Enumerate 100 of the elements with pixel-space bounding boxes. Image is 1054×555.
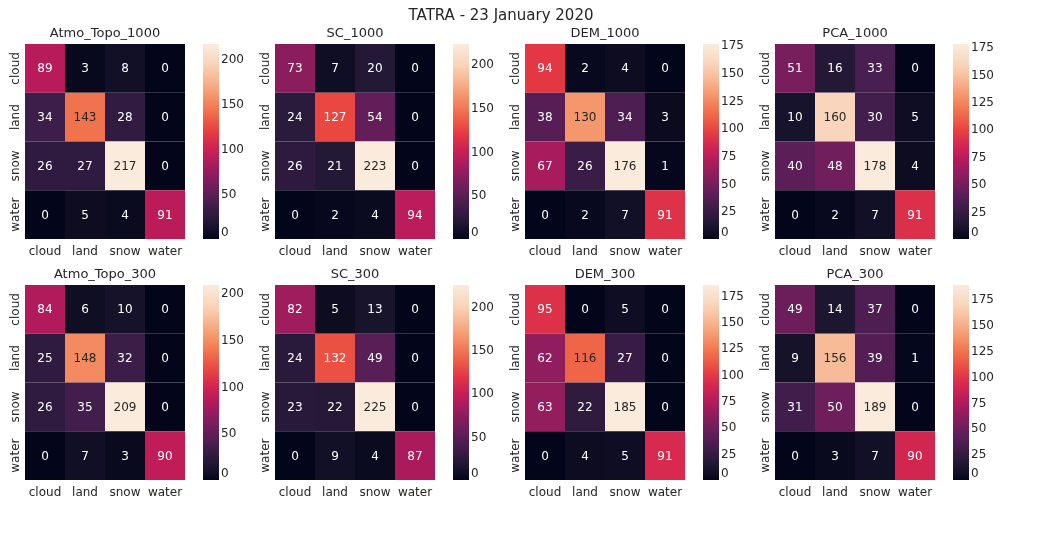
color-bar-label: 0 (971, 466, 979, 480)
data-label: 3 (661, 110, 669, 125)
data-label: 185 (613, 399, 637, 414)
y-tick-label: cloud (257, 293, 272, 326)
chart-title: PCA_300 (826, 266, 884, 281)
y-tick-label: cloud (507, 293, 522, 326)
x-tick-label: cloud (278, 243, 312, 258)
chart-title: SC_1000 (326, 25, 384, 40)
data-label: 32 (117, 351, 133, 366)
color-bar-label: 100 (221, 379, 244, 394)
y-tick-label: land (507, 345, 522, 372)
y-tick-label: snow (7, 391, 22, 423)
data-label: 28 (117, 110, 133, 125)
y-tick-label: land (757, 345, 772, 372)
data-label: 24 (287, 351, 303, 366)
data-label: 73 (287, 61, 303, 76)
data-label: 5 (621, 302, 629, 317)
y-tick-label: land (7, 104, 22, 131)
data-label: 34 (617, 110, 633, 125)
color-bar-label: 175 (971, 40, 994, 55)
data-label: 0 (411, 158, 419, 173)
data-label: 26 (287, 158, 303, 173)
x-tick-label: cloud (778, 484, 812, 499)
color-bar-label: 75 (971, 395, 987, 410)
data-label: 48 (827, 158, 843, 173)
y-tick-label: land (7, 345, 22, 372)
data-label: 23 (287, 399, 303, 414)
data-label: 16 (827, 61, 843, 76)
data-label: 51 (787, 61, 803, 76)
data-label: 38 (537, 110, 553, 125)
y-tick-label: snow (257, 391, 272, 423)
data-label: 0 (161, 302, 169, 317)
color-bar-label: 25 (971, 204, 987, 219)
color-bar-label: 200 (471, 57, 494, 72)
data-label: 178 (863, 158, 887, 173)
data-label: 21 (327, 158, 343, 173)
data-label: 67 (537, 158, 553, 173)
data-label: 4 (911, 158, 919, 173)
data-label: 0 (161, 351, 169, 366)
color-bar-label: 100 (721, 367, 744, 382)
x-tick-label: snow (859, 484, 891, 499)
color-bar-label: 175 (721, 38, 744, 53)
data-label: 26 (37, 158, 53, 173)
y-tick-label: land (507, 104, 522, 131)
data-label: 4 (621, 61, 629, 76)
x-tick-label: snow (359, 243, 391, 258)
color-bar-label: 50 (471, 188, 487, 203)
data-label: 0 (791, 207, 799, 222)
data-label: 3 (831, 448, 839, 463)
x-tick-label: land (572, 484, 598, 499)
color-bar-label: 50 (721, 420, 737, 435)
data-label: 0 (911, 302, 919, 317)
y-tick-label: cloud (7, 293, 22, 326)
data-label: 7 (331, 61, 339, 76)
color-bar-label: 125 (721, 341, 744, 356)
y-tick-label: water (507, 197, 522, 232)
chart-title: DEM_300 (574, 266, 636, 281)
color-bar-label: 100 (721, 121, 744, 136)
chart-title: Atmo_Topo_300 (53, 266, 157, 281)
x-tick-label: land (572, 243, 598, 258)
data-label: 33 (867, 61, 883, 76)
data-label: 5 (621, 448, 629, 463)
x-tick-label: land (822, 243, 848, 258)
color-bar-label: 100 (971, 122, 994, 137)
data-label: 130 (573, 110, 597, 125)
data-label: 94 (407, 207, 423, 222)
x-tick-label: snow (859, 243, 891, 258)
color-bar-label: 100 (471, 386, 494, 401)
data-label: 62 (537, 351, 553, 366)
color-bar-label: 125 (971, 95, 994, 110)
data-label: 5 (81, 207, 89, 222)
data-label: 0 (661, 351, 669, 366)
data-label: 0 (161, 399, 169, 414)
color-bar-label: 200 (471, 299, 494, 314)
data-label: 24 (287, 110, 303, 125)
y-tick-label: cloud (257, 52, 272, 85)
data-label: 10 (787, 110, 803, 125)
data-label: 1 (911, 351, 919, 366)
data-label: 0 (581, 302, 589, 317)
color-bar-label: 150 (221, 97, 244, 112)
color-bar-label: 0 (471, 466, 479, 480)
color-bar-label: 150 (971, 318, 994, 333)
color-bar-label: 175 (971, 292, 994, 307)
color-bar-label: 0 (221, 466, 229, 480)
data-label: 223 (363, 158, 387, 173)
y-tick-label: water (257, 438, 272, 473)
y-tick-label: land (257, 104, 272, 131)
data-label: 37 (867, 302, 883, 317)
data-label: 25 (37, 351, 53, 366)
data-label: 0 (661, 302, 669, 317)
data-label: 0 (661, 399, 669, 414)
color-bar-label: 50 (471, 429, 487, 444)
x-tick-label: land (322, 484, 348, 499)
y-tick-label: snow (7, 150, 22, 182)
y-tick-label: snow (757, 150, 772, 182)
data-label: 7 (871, 207, 879, 222)
y-tick-label: land (757, 104, 772, 131)
data-label: 116 (573, 351, 597, 366)
y-tick-label: cloud (757, 52, 772, 85)
data-label: 91 (657, 207, 673, 222)
